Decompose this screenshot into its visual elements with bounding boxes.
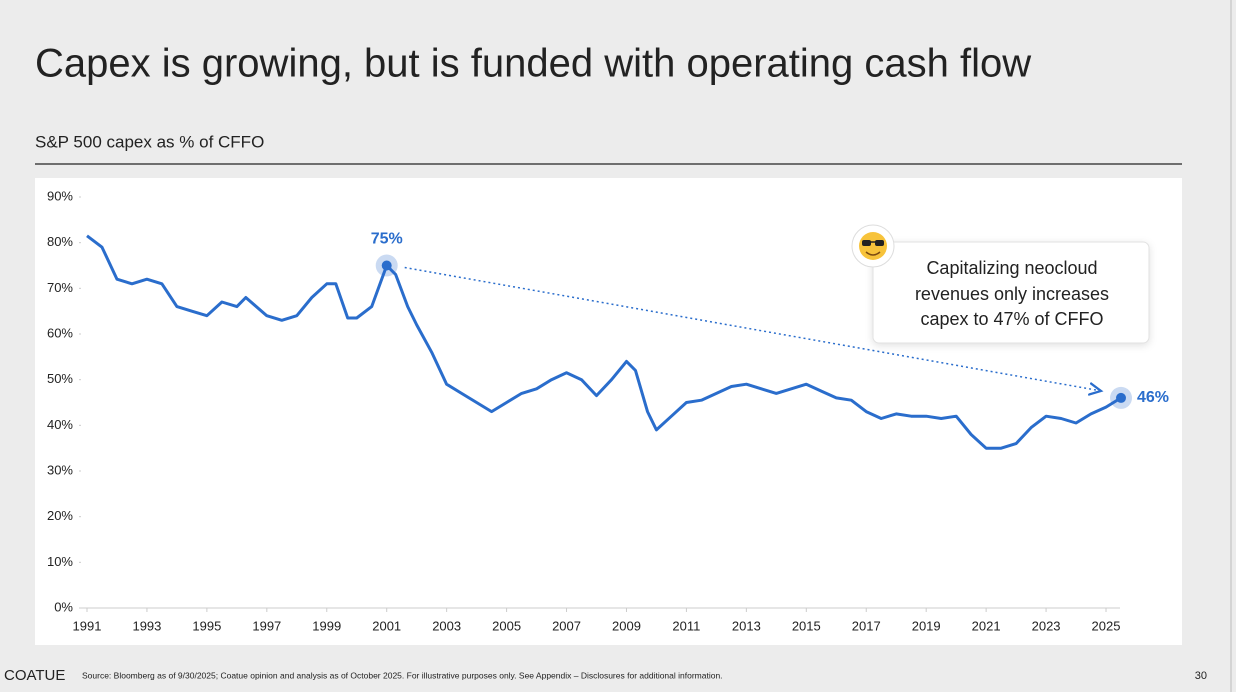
callout-text: capex to 47% of CFFO bbox=[920, 309, 1103, 329]
x-tick-label: 1995 bbox=[192, 618, 221, 633]
y-tick-label: 90% bbox=[47, 188, 73, 203]
x-tick-label: 1993 bbox=[132, 618, 161, 633]
x-tick-label: 2019 bbox=[912, 618, 941, 633]
callout-box bbox=[872, 241, 1150, 344]
y-tick-label: 40% bbox=[47, 417, 73, 432]
x-tick-label: 2015 bbox=[792, 618, 821, 633]
title: Capex is growing, but is funded with ope… bbox=[35, 42, 1031, 86]
highlight-point bbox=[381, 260, 392, 271]
y-tick-label: 50% bbox=[47, 371, 73, 386]
x-tick-label: 2011 bbox=[672, 618, 700, 633]
point-label: 75% bbox=[371, 231, 403, 248]
point-label: 46% bbox=[1137, 389, 1169, 406]
page-number: 30 bbox=[1195, 670, 1207, 682]
x-tick-label: 1997 bbox=[252, 618, 281, 633]
line bbox=[86, 234, 1122, 450]
y-tick-label: 80% bbox=[47, 234, 73, 249]
x-tick-label: 1999 bbox=[312, 618, 341, 633]
x-tick-label: 1991 bbox=[73, 618, 102, 633]
x-tick-label: 2013 bbox=[732, 618, 761, 633]
subtitle: S&P 500 capex as % of CFFO bbox=[35, 132, 264, 151]
y-tick-label: 30% bbox=[47, 462, 73, 477]
source-note: Source: Bloomberg as of 9/30/2025; Coatu… bbox=[82, 670, 723, 680]
x-tick-label: 2001 bbox=[372, 618, 401, 633]
highlight-point bbox=[1116, 392, 1127, 403]
x-tick-label: 2025 bbox=[1092, 618, 1121, 633]
x-tick-label: 2005 bbox=[492, 618, 521, 633]
y-tick-label: 20% bbox=[47, 508, 73, 523]
x-tick-label: 2003 bbox=[432, 618, 461, 633]
x-tick-label: 2009 bbox=[612, 618, 641, 633]
y-tick-label: 70% bbox=[47, 280, 73, 295]
x-tick-label: 2007 bbox=[552, 618, 581, 633]
callout-text: Capitalizing neocloud bbox=[926, 258, 1097, 278]
plot: 0% 10% 20% 30% 40% 50% 60% 70% 80% 90% 1991 1993 199… bbox=[47, 188, 1169, 633]
x-tick-label: 2023 bbox=[1032, 618, 1061, 633]
callout-text: revenues only increases bbox=[915, 284, 1109, 304]
y-tick-label: 10% bbox=[47, 554, 73, 569]
emoji bbox=[851, 224, 895, 268]
x-tick-label: 2017 bbox=[852, 618, 881, 633]
x-tick-label: 2021 bbox=[972, 618, 1001, 633]
brand: COATUE bbox=[4, 667, 65, 684]
y-tick-label: 0% bbox=[54, 599, 73, 614]
y-tick-label: 60% bbox=[47, 325, 73, 340]
